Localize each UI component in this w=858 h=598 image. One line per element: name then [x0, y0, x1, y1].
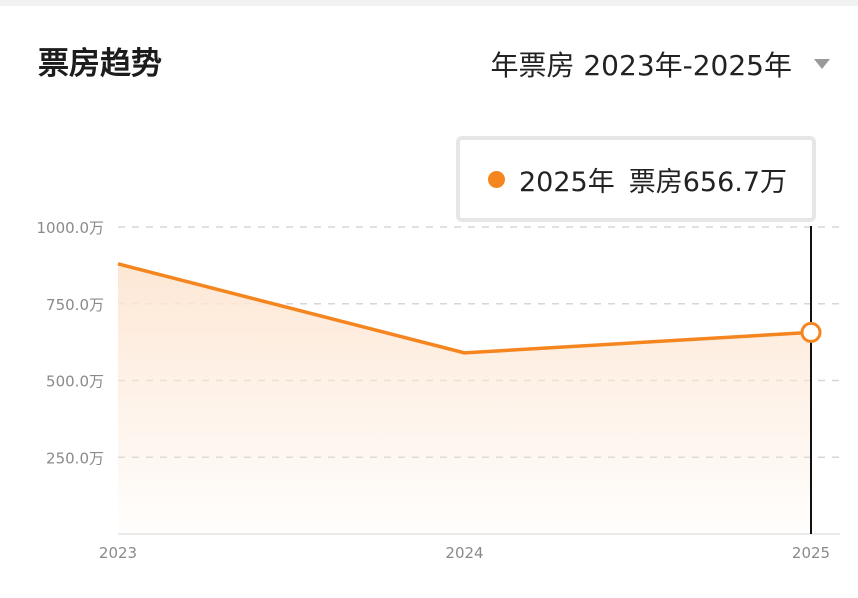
series-dot-icon — [488, 170, 505, 188]
axis-labels: 250.0万 500.0万 750.0万 1000.0万 2023 2024 2025 — [37, 219, 831, 562]
series-line — [117, 262, 812, 355]
data-point-marker[interactable] — [800, 321, 822, 343]
page-title: 票房趋势 — [38, 46, 162, 82]
series-line-path — [117, 262, 812, 355]
y-tick-label: 1000.0万 — [37, 219, 105, 237]
tooltip-year: 2025年 — [519, 166, 615, 198]
y-tick-label: 500.0万 — [46, 373, 104, 391]
year-range-label: 年票房 2023年-2025年 — [490, 49, 792, 82]
x-tick-label: 2024 — [445, 544, 483, 562]
top-divider — [0, 0, 858, 6]
tooltip-value: 票房656.7万 — [628, 166, 788, 198]
year-range-selector[interactable]: 年票房 2023年-2025年 — [490, 44, 830, 84]
triangle-down-icon[interactable] — [814, 59, 830, 69]
area-series-fill — [118, 263, 811, 534]
x-tick-label: 2025 — [792, 544, 830, 562]
markers — [800, 226, 822, 534]
x-tick-label: 2023 — [99, 544, 137, 562]
data-tooltip: 2025年 票房656.7万 — [456, 136, 816, 222]
tooltip-text: 2025年 票房656.7万 — [519, 160, 787, 199]
y-tick-label: 750.0万 — [46, 296, 104, 314]
area-fill — [118, 263, 811, 534]
y-tick-label: 250.0万 — [46, 449, 104, 467]
